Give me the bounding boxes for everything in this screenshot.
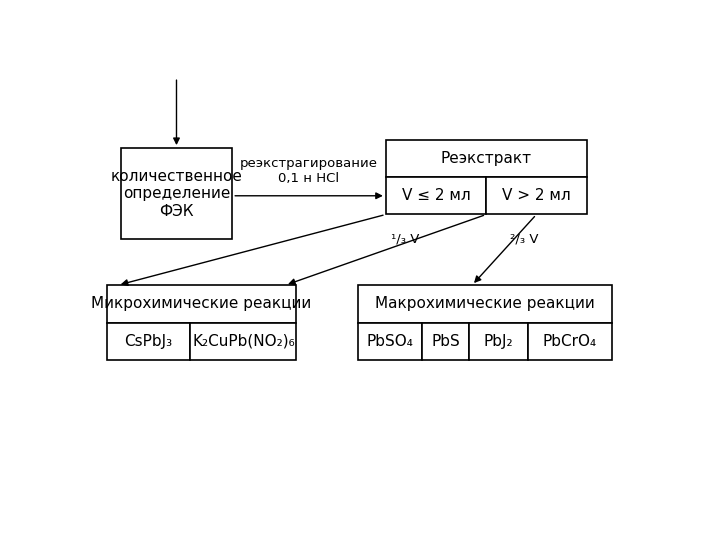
Text: Реэкстракт: Реэкстракт xyxy=(441,151,532,166)
FancyBboxPatch shape xyxy=(121,148,233,239)
FancyBboxPatch shape xyxy=(190,322,297,360)
FancyBboxPatch shape xyxy=(528,322,612,360)
Text: Микрохимические реакции: Микрохимические реакции xyxy=(91,296,312,312)
FancyBboxPatch shape xyxy=(358,322,422,360)
Text: K₂CuPb(NO₂)₆: K₂CuPb(NO₂)₆ xyxy=(192,334,294,349)
FancyBboxPatch shape xyxy=(469,322,528,360)
Text: количественное
определение
ФЭК: количественное определение ФЭК xyxy=(111,169,243,219)
Text: PbSO₄: PbSO₄ xyxy=(366,334,413,349)
Text: Макрохимические реакции: Макрохимические реакции xyxy=(375,296,595,312)
FancyBboxPatch shape xyxy=(358,285,612,322)
FancyBboxPatch shape xyxy=(386,140,587,177)
FancyBboxPatch shape xyxy=(422,322,469,360)
Text: CsPbJ₃: CsPbJ₃ xyxy=(125,334,173,349)
FancyBboxPatch shape xyxy=(386,177,486,214)
FancyBboxPatch shape xyxy=(107,285,297,322)
Text: PbCrO₄: PbCrO₄ xyxy=(543,334,597,349)
Text: V > 2 мл: V > 2 мл xyxy=(502,188,571,203)
Text: реэкстрагирование
0,1 н HCl: реэкстрагирование 0,1 н HCl xyxy=(240,157,378,185)
Text: PbJ₂: PbJ₂ xyxy=(484,334,513,349)
FancyBboxPatch shape xyxy=(107,322,190,360)
Text: V ≤ 2 мл: V ≤ 2 мл xyxy=(402,188,470,203)
FancyBboxPatch shape xyxy=(486,177,587,214)
Text: PbS: PbS xyxy=(431,334,460,349)
Text: ¹/₃ V: ¹/₃ V xyxy=(392,233,420,246)
Text: ²/₃ V: ²/₃ V xyxy=(510,233,539,246)
